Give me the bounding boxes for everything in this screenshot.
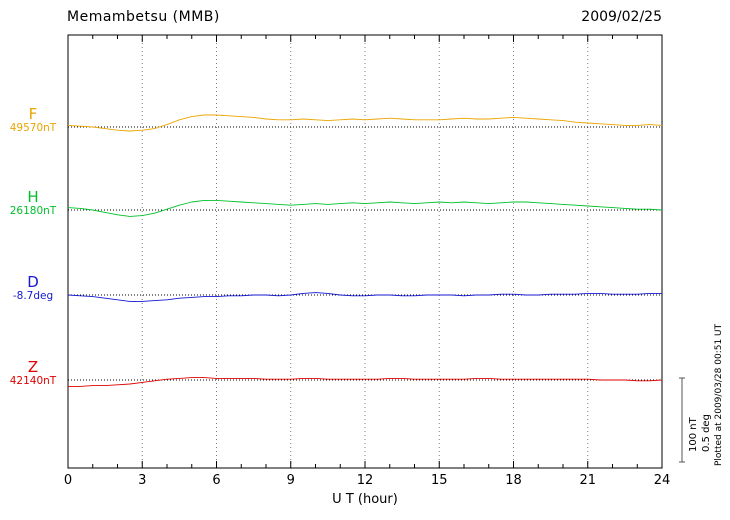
station-title: Memambetsu (MMB) <box>67 9 220 25</box>
trace-D <box>67 292 662 302</box>
trace-F <box>67 114 663 132</box>
series-baseline-value-H: 26180nT <box>9 204 57 217</box>
scale-bar-label-nt: 100 nT <box>688 417 699 452</box>
scale-bar-label-deg: 0.5 deg <box>700 414 712 452</box>
series-baseline-value-Z: 42140nT <box>9 374 57 387</box>
trace-H <box>67 199 663 217</box>
series-label-H: H 26180nT <box>2 189 64 217</box>
series-baseline-value-D: -8.7deg <box>12 289 54 302</box>
x-axis-label: U T (hour) <box>332 492 398 507</box>
plotted-at-label: Plotted at 2009/03/28 00:51 UT <box>714 323 724 466</box>
series-label-Z: Z 42140nT <box>2 359 64 387</box>
series-name-F: F <box>28 105 38 123</box>
x-tick-label: 24 <box>654 473 671 488</box>
scale-bar-label: 100 nT 0.5 deg <box>688 414 713 452</box>
series-label-F: F 49570nT <box>2 106 64 134</box>
series-name-D: D <box>27 273 39 291</box>
x-tick-label: 18 <box>505 473 522 488</box>
x-tick-label: 9 <box>287 473 295 488</box>
series-name-H: H <box>27 188 39 206</box>
x-tick-label: 3 <box>138 473 146 488</box>
x-tick-label: 12 <box>357 473 374 488</box>
x-tick-label: 6 <box>212 473 220 488</box>
x-tick-label: 0 <box>64 473 72 488</box>
plot-frame <box>67 34 663 469</box>
date-label: 2009/02/25 <box>581 9 662 25</box>
trace-Z <box>68 377 663 387</box>
series-baseline-value-F: 49570nT <box>9 121 57 134</box>
x-tick-label: 15 <box>431 473 448 488</box>
series-label-D: D -8.7deg <box>2 274 64 302</box>
x-tick-label: 21 <box>579 473 596 488</box>
series-name-Z: Z <box>27 358 39 376</box>
